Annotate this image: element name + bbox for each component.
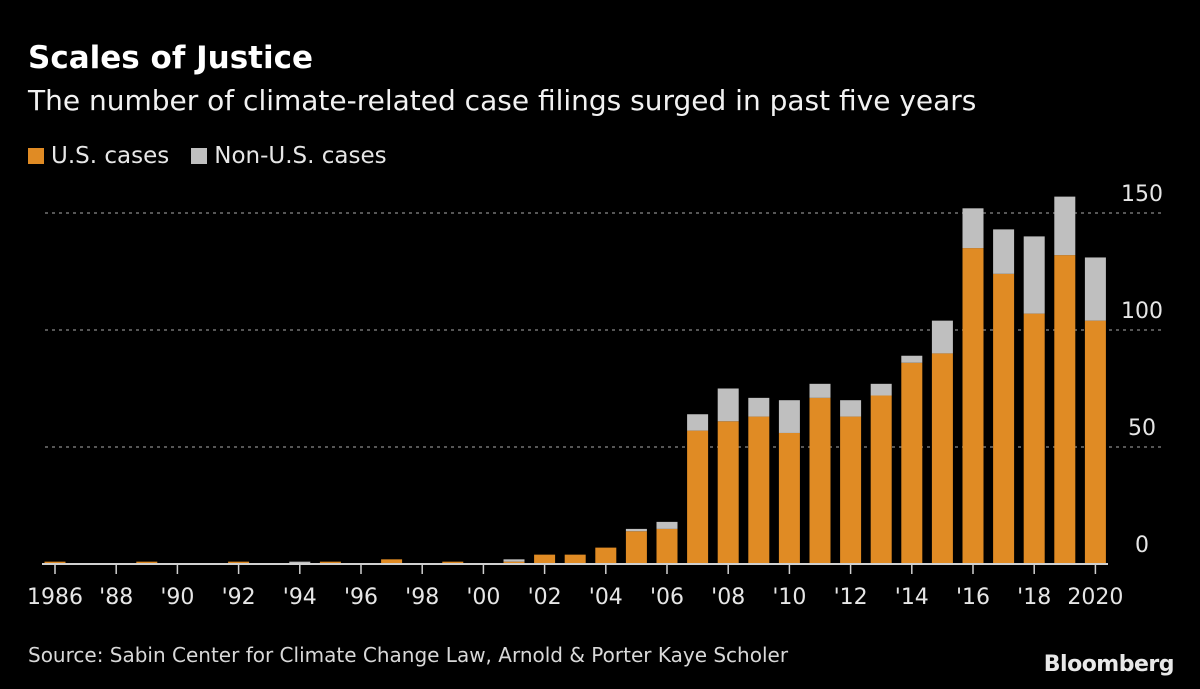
- bar-us-2004: [595, 547, 617, 564]
- bar-us-2001: [503, 561, 525, 564]
- x-tick-label: '00: [466, 585, 500, 610]
- bar-non-us-2008: [717, 388, 739, 422]
- x-tick-label: '14: [895, 585, 929, 610]
- x-tick-label: '18: [1017, 585, 1051, 610]
- x-tick-label: '96: [344, 585, 378, 610]
- bar-us-2006: [656, 528, 678, 564]
- bar-us-2005: [625, 531, 647, 564]
- bar-non-us-2020: [1084, 257, 1106, 321]
- legend-item-non-us: Non-U.S. cases: [191, 143, 387, 169]
- x-tick-label: '16: [956, 585, 990, 610]
- bar-us-2012: [840, 416, 862, 564]
- bar-non-us-2015: [931, 320, 953, 354]
- bar-non-us-2005: [625, 528, 647, 532]
- bar-us-2009: [748, 416, 770, 564]
- y-tick-label: 100: [1121, 299, 1163, 324]
- bar-us-2019: [1054, 255, 1076, 564]
- bar-us-1986: [44, 561, 66, 564]
- legend-label-us: U.S. cases: [51, 143, 170, 169]
- x-tick-label: 1986: [27, 585, 83, 610]
- bar-us-2008: [717, 421, 739, 564]
- x-tick-label: '02: [528, 585, 562, 610]
- x-tick-label: '12: [834, 585, 868, 610]
- bar-non-us-2013: [870, 383, 892, 396]
- bar-non-us-2018: [1023, 236, 1045, 314]
- bar-non-us-2006: [656, 521, 678, 529]
- bar-us-2002: [534, 554, 556, 564]
- bar-us-2003: [564, 554, 586, 564]
- legend-swatch-us: [28, 148, 44, 164]
- legend: U.S. cases Non-U.S. cases: [28, 143, 387, 169]
- bar-non-us-2014: [901, 355, 923, 363]
- bar-us-1995: [319, 561, 341, 564]
- legend-item-us: U.S. cases: [28, 143, 169, 169]
- bar-non-us-1994: [289, 561, 311, 564]
- bar-us-2011: [809, 397, 831, 564]
- bar-non-us-2019: [1054, 196, 1076, 256]
- legend-swatch-non-us: [191, 148, 208, 164]
- x-tick-label: '98: [405, 585, 439, 610]
- bloomberg-logo: Bloomberg: [1043, 652, 1175, 677]
- x-tick-label: '88: [99, 585, 133, 610]
- bar-non-us-2001: [503, 559, 525, 562]
- bar-us-2013: [870, 395, 892, 564]
- bar-non-us-2017: [993, 229, 1015, 274]
- x-tick-label: '08: [711, 585, 745, 610]
- x-tick-label: '90: [160, 585, 194, 610]
- bar-us-1989: [136, 561, 158, 564]
- bar-non-us-2016: [962, 208, 984, 249]
- bar-non-us-2012: [840, 400, 862, 417]
- x-tick-label: '92: [222, 585, 256, 610]
- bar-us-2020: [1084, 320, 1106, 564]
- bar-us-2016: [962, 248, 984, 564]
- x-tick-label: 2020: [1067, 585, 1123, 610]
- bar-us-1992: [228, 561, 250, 564]
- bar-us-2010: [778, 432, 800, 564]
- bar-non-us-2007: [687, 414, 709, 431]
- chart-subtitle: The number of climate-related case filin…: [28, 84, 977, 117]
- x-tick-label: '94: [283, 585, 317, 610]
- bar-us-2015: [931, 353, 953, 564]
- y-tick-label: 50: [1128, 416, 1156, 441]
- legend-label-non-us: Non-U.S. cases: [214, 143, 387, 169]
- x-tick-label: '10: [772, 585, 806, 610]
- bar-us-2007: [687, 430, 709, 564]
- chart-title: Scales of Justice: [28, 40, 313, 76]
- x-tick-label: '06: [650, 585, 684, 610]
- bar-us-2017: [993, 273, 1015, 564]
- x-tick-label: '04: [589, 585, 623, 610]
- bar-us-2014: [901, 362, 923, 564]
- bar-non-us-2011: [809, 383, 831, 398]
- y-tick-label: 150: [1121, 182, 1163, 207]
- y-tick-label: 0: [1135, 533, 1149, 558]
- bar-us-1997: [381, 559, 403, 564]
- bar-non-us-2009: [748, 397, 770, 417]
- bar-us-2018: [1023, 313, 1045, 564]
- bar-us-1999: [442, 561, 464, 564]
- source-note: Source: Sabin Center for Climate Change …: [28, 643, 789, 667]
- bar-non-us-2010: [778, 400, 800, 433]
